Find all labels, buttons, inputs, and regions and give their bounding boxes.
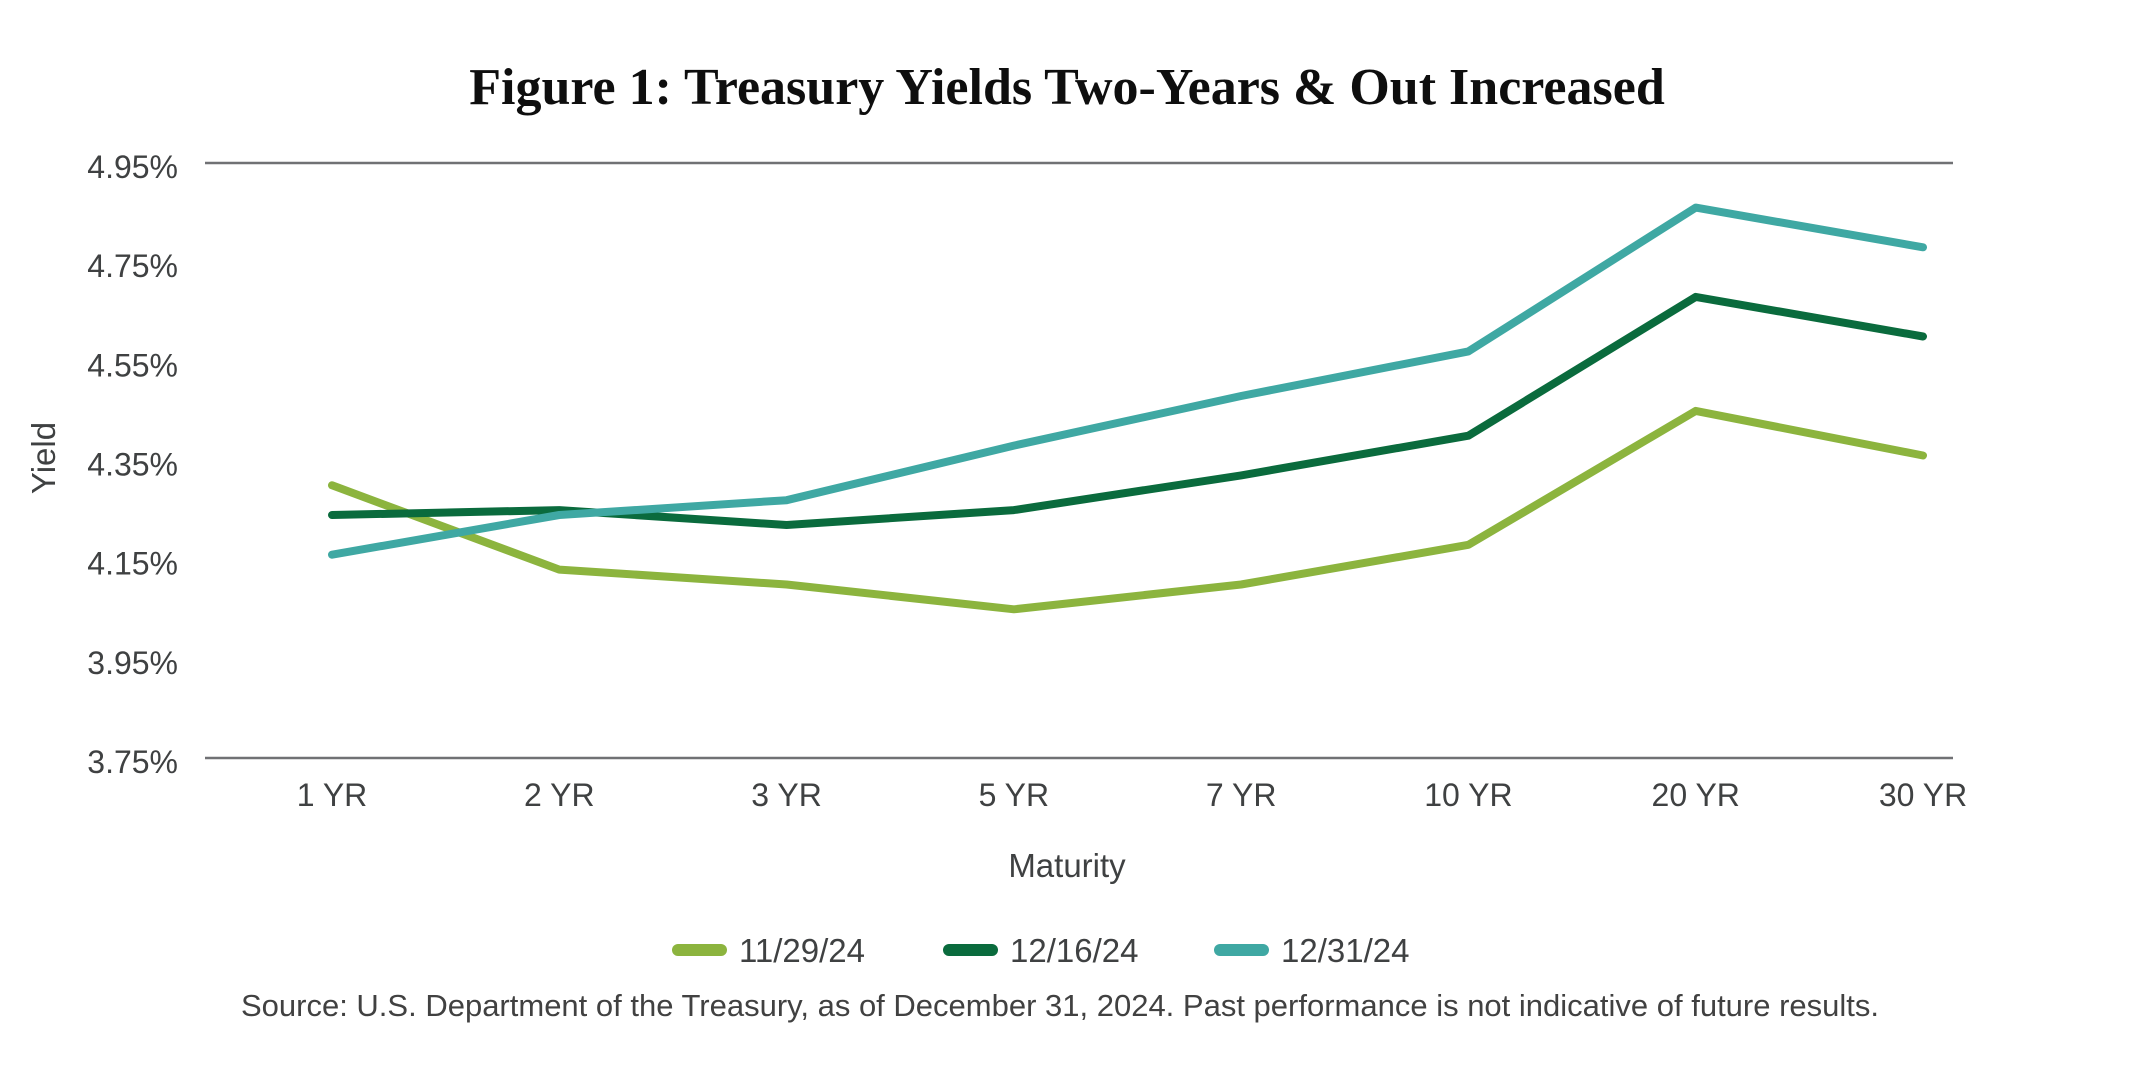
y-tick-label: 4.15% [87,546,178,582]
legend-label: 12/16/24 [1010,932,1138,969]
y-tick-label: 4.35% [87,447,178,483]
series-lines [328,203,1927,614]
x-tick-label: 1 YR [297,777,368,813]
y-axis-tick-labels: 4.95% 4.75% 4.55% 4.35% 4.15% 3.95% 3.75% [87,149,178,780]
x-axis-title: Maturity [1008,847,1126,884]
series-line-12-31-24 [328,203,1927,559]
gridlines [205,161,1953,760]
legend-label: 11/29/24 [739,932,865,969]
x-tick-label: 30 YR [1879,777,1967,813]
legend-item-12-16-24: 12/16/24 [943,932,1138,969]
source-note: Source: U.S. Department of the Treasury,… [241,988,1879,1023]
legend: 11/29/24 12/16/24 12/31/24 [672,932,1409,969]
x-tick-label: 3 YR [751,777,822,813]
y-tick-label: 3.75% [87,744,178,780]
x-tick-label: 5 YR [979,777,1050,813]
y-tick-label: 4.75% [87,248,178,284]
y-tick-label: 4.95% [87,149,178,185]
y-tick-label: 4.55% [87,347,178,383]
y-tick-label: 3.95% [87,645,178,681]
series-line-11-29-24 [328,406,1927,614]
series-line-12-16-24 [328,292,1927,529]
legend-item-12-31-24: 12/31/24 [1214,932,1409,969]
legend-item-11-29-24: 11/29/24 [672,932,865,969]
x-tick-label: 10 YR [1424,777,1512,813]
x-axis-tick-labels: 1 YR 2 YR 3 YR 5 YR 7 YR 10 YR 20 YR 30 YR [297,777,1967,813]
x-tick-label: 7 YR [1206,777,1277,813]
x-tick-label: 2 YR [524,777,595,813]
x-tick-label: 20 YR [1652,777,1740,813]
chart-title: Figure 1: Treasury Yields Two-Years & Ou… [469,59,1665,116]
legend-label: 12/31/24 [1281,932,1409,969]
y-axis-title: Yield [25,422,62,494]
